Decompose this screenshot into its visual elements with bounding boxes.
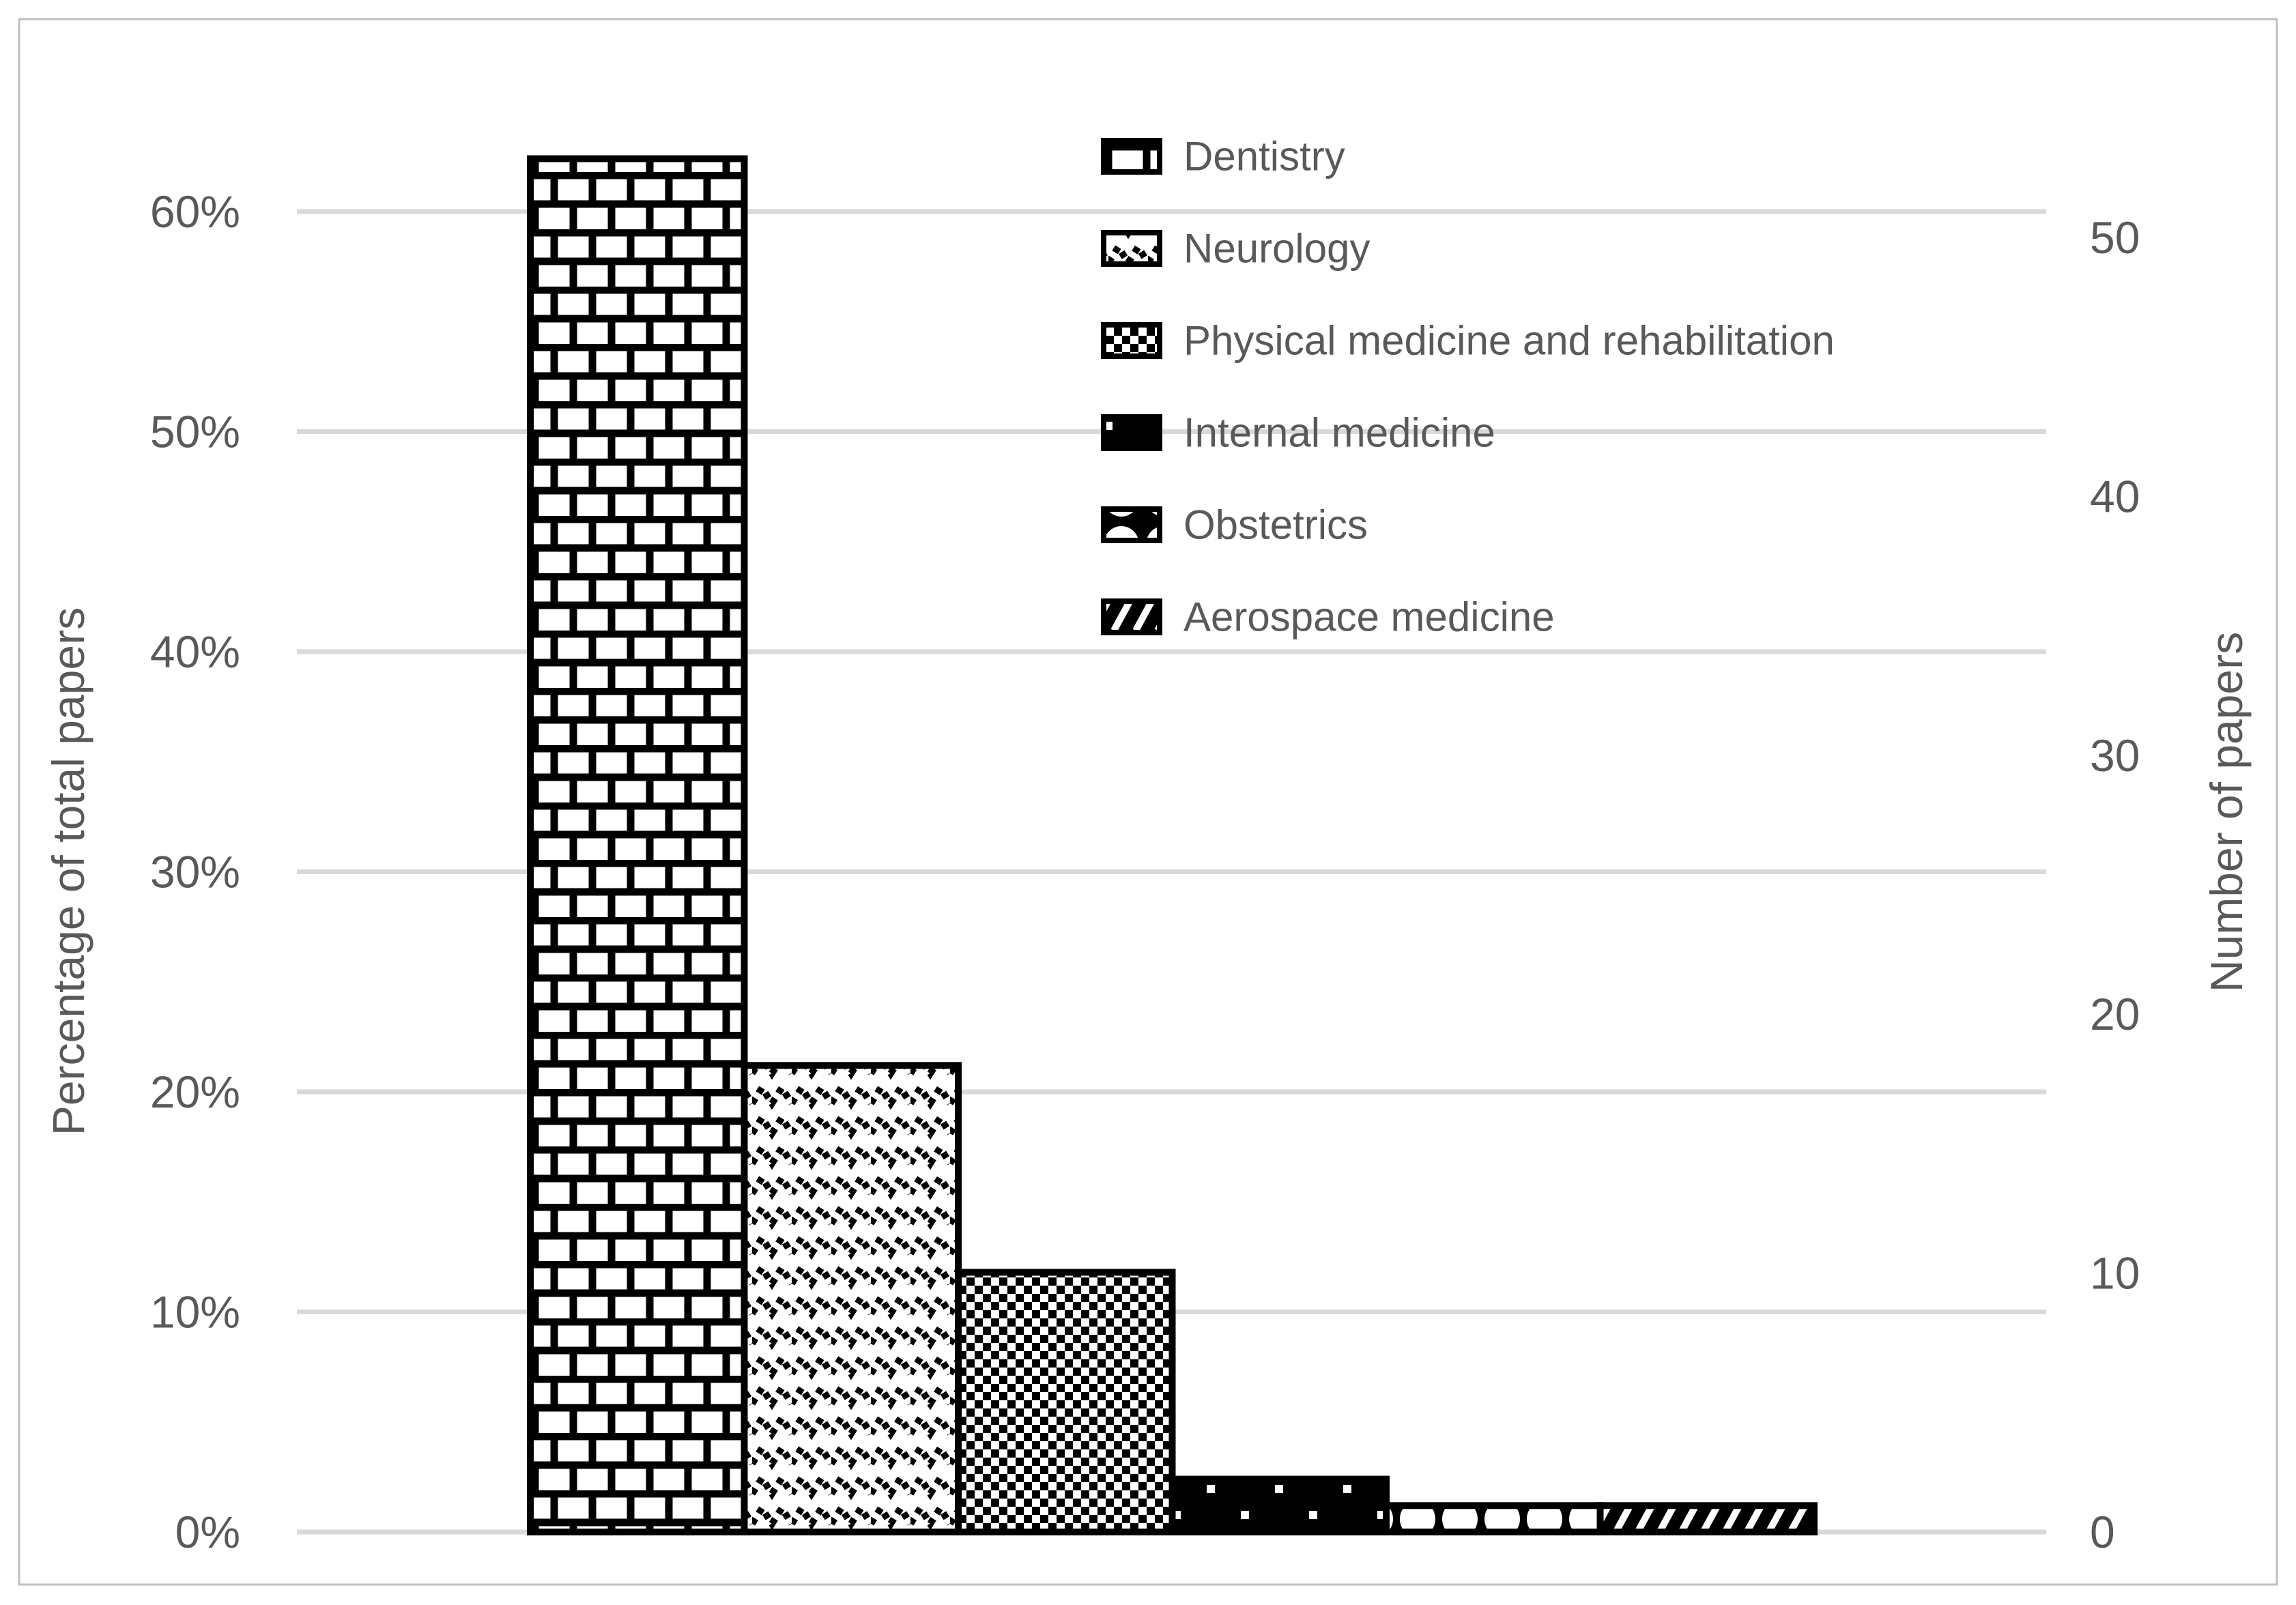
legend-label-obstetrics: Obstetrics	[1183, 502, 1368, 548]
bar-obstetrics	[1383, 1502, 1604, 1536]
bar-physical-medicine-and-rehabilitation	[955, 1269, 1176, 1535]
legend-label-neurology: Neurology	[1183, 226, 1371, 272]
y-right-tick-0: 0	[2090, 1507, 2115, 1557]
y-left-tick-0: 0%	[175, 1507, 240, 1557]
legend-label-dentistry: Dentistry	[1183, 134, 1345, 179]
y-right-tick-40: 40	[2090, 471, 2140, 521]
legend-item-physical-medicine-and-rehabilitation: Physical medicine and rehabilitation	[1101, 318, 1835, 364]
y-right-tick-30: 30	[2090, 730, 2140, 781]
y-left-tick-10: 10%	[150, 1287, 240, 1338]
y-left-tick-50: 50%	[150, 407, 240, 457]
y-axis-left-ticks: 0% 10% 20% 30% 40% 50% 60%	[150, 186, 240, 1557]
legend-swatch-checker-icon	[1101, 322, 1162, 359]
y-right-tick-10: 10	[2090, 1248, 2140, 1299]
legend-label-physical-medicine-and-rehabilitation: Physical medicine and rehabilitation	[1183, 318, 1835, 364]
y-left-tick-20: 20%	[150, 1067, 240, 1117]
legend: Dentistry Neurology Physical medicine an…	[1101, 134, 1835, 640]
y-left-tick-40: 40%	[150, 626, 240, 677]
legend-item-neurology: Neurology	[1101, 226, 1371, 272]
bar-dentistry	[527, 155, 748, 1536]
y-axis-right-ticks: 0 10 20 30 40 50	[2090, 212, 2140, 1557]
figure-border	[18, 18, 2278, 1586]
bar-neurology	[741, 1062, 962, 1536]
legend-swatch-circles-icon	[1101, 506, 1162, 543]
legend-label-aerospace-medicine: Aerospace medicine	[1183, 594, 1555, 640]
legend-swatch-stripes-icon	[1101, 598, 1162, 635]
y-right-tick-50: 50	[2090, 212, 2140, 263]
legend-item-obstetrics: Obstetrics	[1101, 502, 1368, 548]
legend-item-aerospace-medicine: Aerospace medicine	[1101, 594, 1555, 640]
legend-label-internal-medicine: Internal medicine	[1183, 410, 1495, 456]
legend-item-internal-medicine: Internal medicine	[1101, 410, 1495, 456]
y-left-tick-30: 30%	[150, 847, 240, 897]
bar-internal-medicine	[1168, 1475, 1390, 1536]
bar-aerospace-medicine	[1596, 1502, 1818, 1536]
bar-series	[527, 155, 1818, 1536]
legend-swatch-zigzag-icon	[1101, 230, 1162, 267]
legend-swatch-dots-icon	[1101, 414, 1162, 451]
y-right-tick-20: 20	[2090, 989, 2140, 1039]
legend-item-dentistry: Dentistry	[1101, 134, 1345, 179]
y-axis-right-title: Number of papers	[2201, 632, 2252, 992]
y-axis-left-title: Percentage of total papers	[43, 607, 94, 1136]
legend-swatch-brick-icon	[1101, 138, 1162, 175]
y-left-tick-60: 60%	[150, 186, 240, 237]
